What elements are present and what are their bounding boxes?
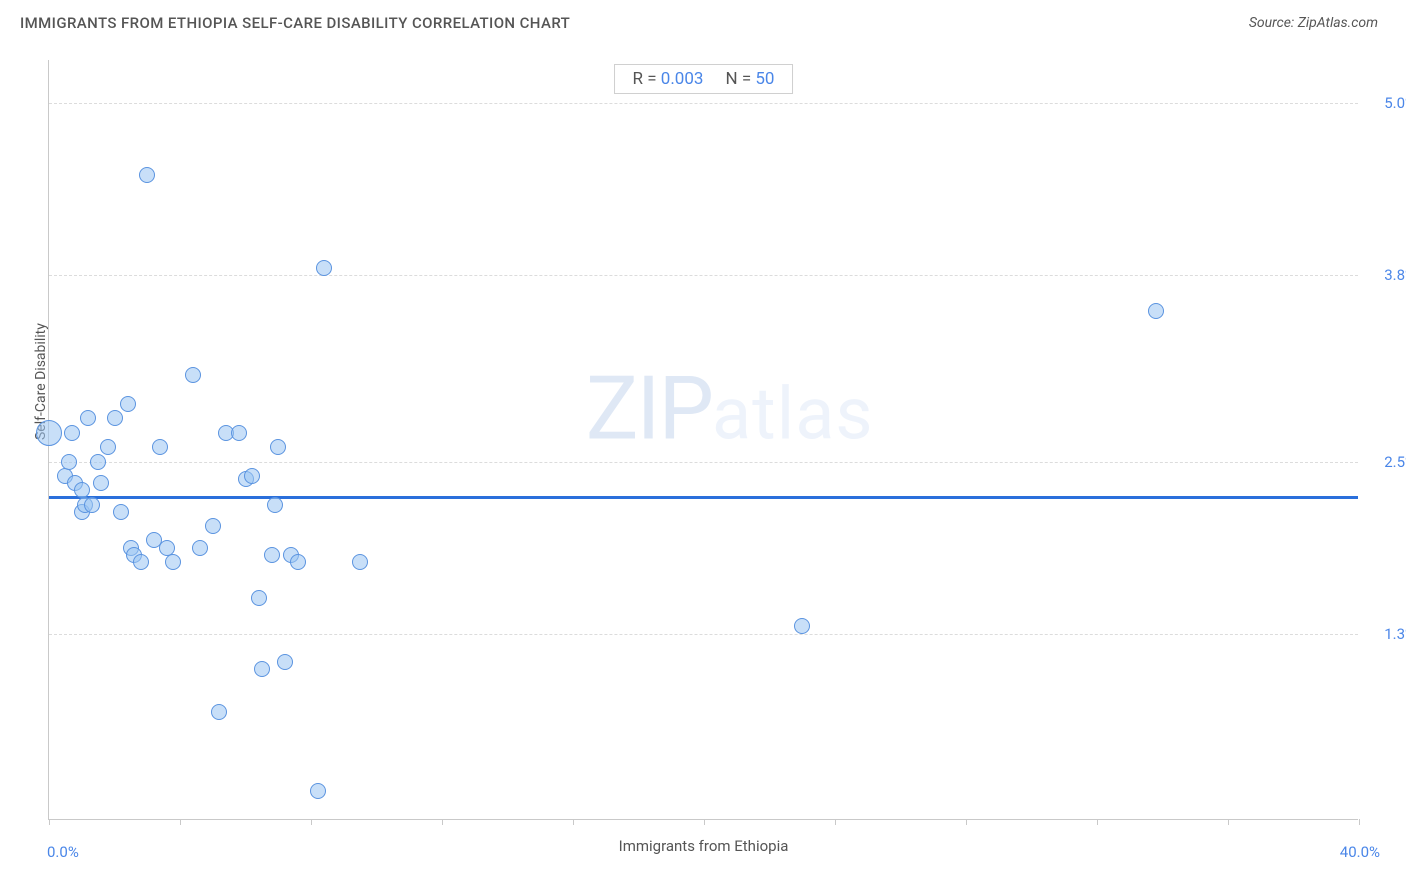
- scatter-point: [192, 540, 208, 556]
- source-name: ZipAtlas.com: [1298, 15, 1378, 31]
- watermark-big: ZIP: [586, 358, 712, 461]
- x-tick: [704, 819, 705, 825]
- chart-title: IMMIGRANTS FROM ETHIOPIA SELF-CARE DISAB…: [20, 14, 570, 32]
- r-value: 0.003: [661, 69, 704, 89]
- scatter-point: [251, 590, 267, 606]
- scatter-point: [165, 554, 181, 570]
- gridline: [49, 275, 1358, 276]
- watermark-small: atlas: [712, 372, 874, 457]
- scatter-point: [120, 396, 136, 412]
- scatter-point: [1148, 303, 1164, 319]
- scatter-point: [152, 439, 168, 455]
- y-tick-label: 1.3%: [1384, 625, 1406, 643]
- scatter-point: [277, 654, 293, 670]
- x-axis-label: Immigrants from Ethiopia: [619, 837, 789, 855]
- scatter-point: [107, 410, 123, 426]
- x-tick: [180, 819, 181, 825]
- chart-container: ZIPatlas R = 0.003 N = 50 Self-Care Disa…: [20, 50, 1386, 870]
- r-stat: R = 0.003: [633, 69, 704, 89]
- x-tick: [1228, 819, 1229, 825]
- scatter-point: [139, 167, 155, 183]
- scatter-point: [113, 504, 129, 520]
- x-tick: [49, 819, 50, 825]
- scatter-point: [244, 468, 260, 484]
- x-tick: [573, 819, 574, 825]
- chart-source: Source: ZipAtlas.com: [1249, 15, 1378, 31]
- scatter-point: [270, 439, 286, 455]
- n-label: N =: [725, 69, 755, 89]
- scatter-point: [254, 661, 270, 677]
- scatter-point: [264, 547, 280, 563]
- x-tick: [442, 819, 443, 825]
- watermark: ZIPatlas: [586, 358, 874, 461]
- n-value: 50: [755, 69, 774, 89]
- scatter-point: [316, 260, 332, 276]
- gridline: [49, 103, 1358, 104]
- scatter-point: [36, 420, 62, 446]
- scatter-point: [93, 475, 109, 491]
- scatter-point: [185, 367, 201, 383]
- scatter-point: [352, 554, 368, 570]
- gridline: [49, 634, 1358, 635]
- scatter-point: [290, 554, 306, 570]
- scatter-point: [64, 425, 80, 441]
- y-tick-label: 5.0%: [1384, 94, 1406, 112]
- x-tick: [1359, 819, 1360, 825]
- scatter-point: [80, 410, 96, 426]
- x-tick: [311, 819, 312, 825]
- y-tick-label: 3.8%: [1384, 266, 1406, 284]
- plot-area: ZIPatlas R = 0.003 N = 50 Self-Care Disa…: [48, 60, 1358, 820]
- stats-box: R = 0.003 N = 50: [614, 64, 794, 94]
- scatter-point: [211, 704, 227, 720]
- r-label: R =: [633, 69, 661, 89]
- scatter-point: [90, 454, 106, 470]
- scatter-point: [267, 497, 283, 513]
- scatter-point: [794, 618, 810, 634]
- trendline: [49, 496, 1358, 499]
- y-tick-label: 2.5%: [1384, 453, 1406, 471]
- x-axis-max: 40.0%: [1340, 843, 1380, 861]
- scatter-point: [61, 454, 77, 470]
- x-tick: [966, 819, 967, 825]
- n-stat: N = 50: [725, 69, 774, 89]
- x-tick: [835, 819, 836, 825]
- scatter-point: [133, 554, 149, 570]
- chart-header: IMMIGRANTS FROM ETHIOPIA SELF-CARE DISAB…: [0, 0, 1406, 42]
- scatter-point: [100, 439, 116, 455]
- scatter-point: [231, 425, 247, 441]
- scatter-point: [205, 518, 221, 534]
- scatter-point: [84, 497, 100, 513]
- scatter-point: [74, 482, 90, 498]
- x-axis-min: 0.0%: [47, 843, 79, 861]
- x-tick: [1097, 819, 1098, 825]
- gridline: [49, 462, 1358, 463]
- source-prefix: Source:: [1249, 15, 1298, 31]
- scatter-point: [310, 783, 326, 799]
